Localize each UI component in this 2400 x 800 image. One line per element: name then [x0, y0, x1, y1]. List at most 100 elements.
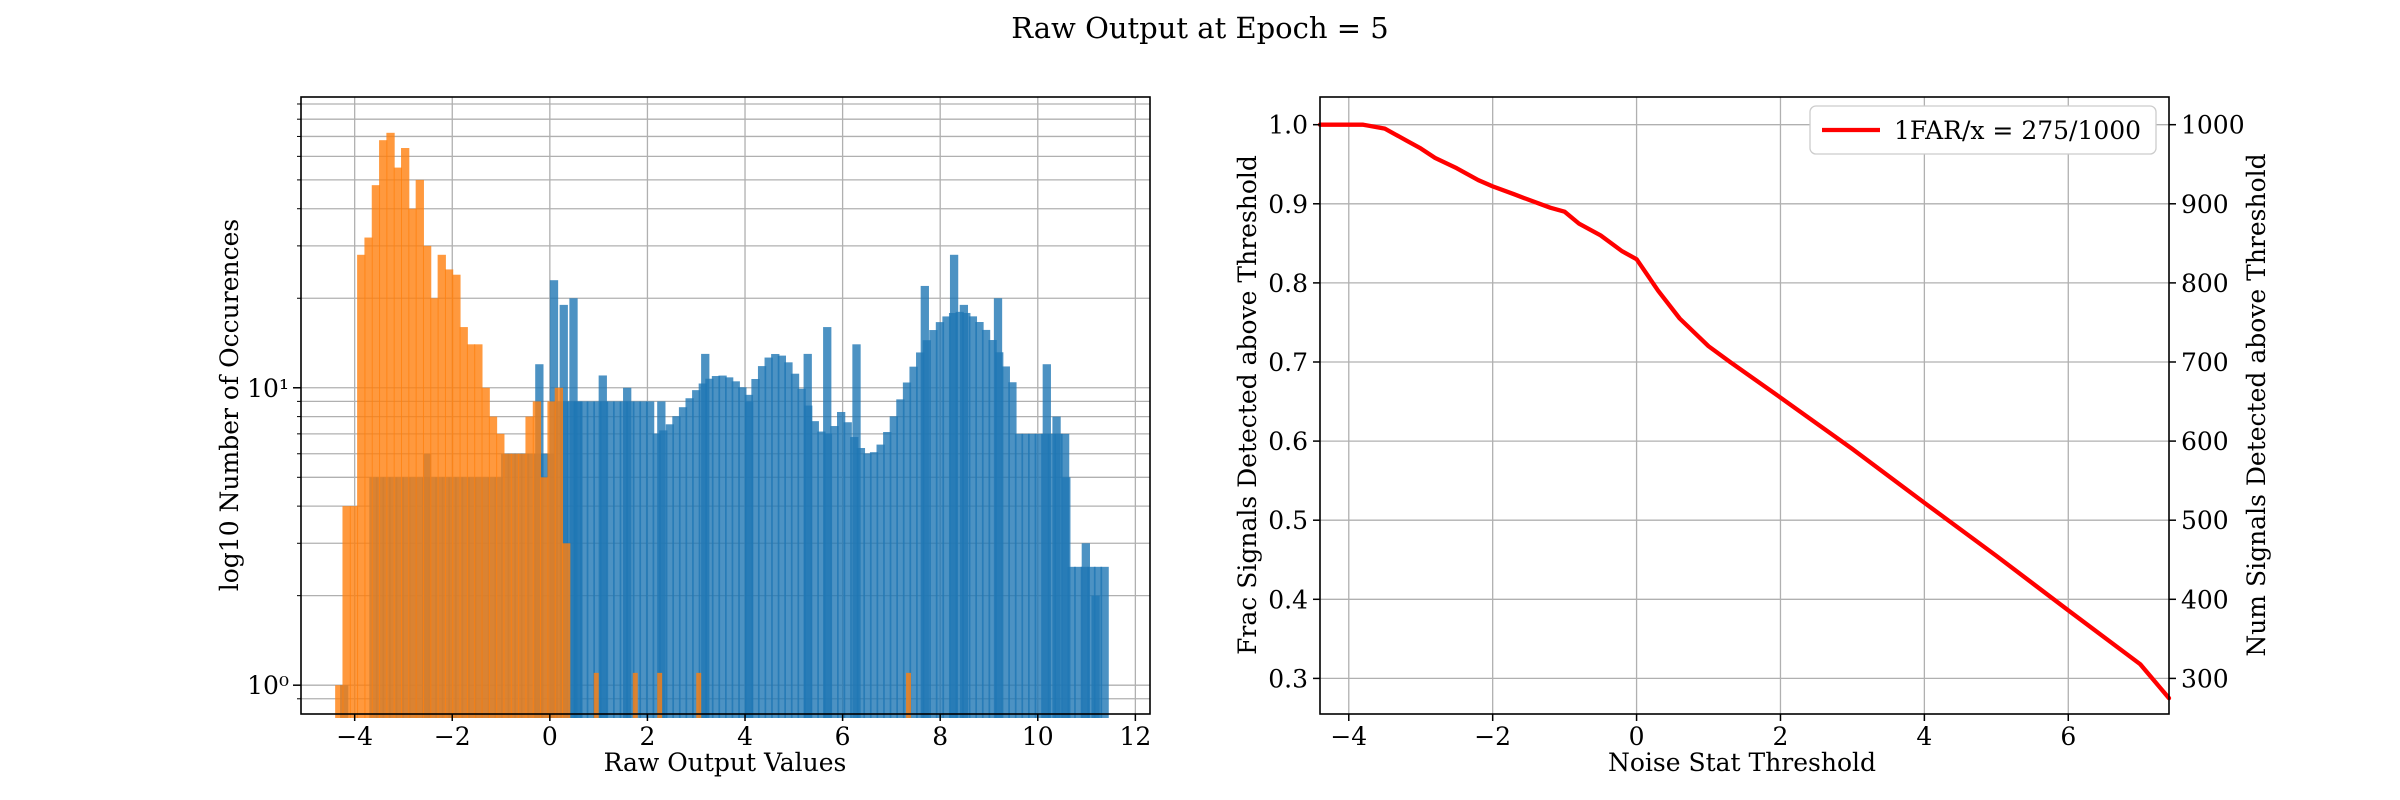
noise-bar [525, 416, 534, 718]
x-tick-label: 12 [1119, 722, 1151, 751]
signal-bar [975, 322, 984, 718]
signal-bar [981, 329, 991, 718]
histogram-frame [300, 96, 1151, 715]
x-tick-label: 2 [1773, 722, 1789, 751]
signal-bar-peak [803, 353, 812, 718]
y-tick-label: 10¹ [247, 374, 289, 403]
signal-bar [1100, 566, 1109, 718]
histogram-bars [335, 132, 1109, 719]
x-tick-label: 6 [835, 722, 851, 751]
signal-bar-peak [598, 375, 607, 718]
signal-bar [817, 431, 826, 718]
signal-bar [836, 411, 846, 718]
line-y-label-left: Frac Signals Detected above Threshold [1233, 155, 1262, 655]
signal-bar [1067, 566, 1076, 718]
legend-box [1809, 105, 2157, 155]
figure-title: Raw Output at Epoch = 5 [1011, 11, 1389, 45]
line-grid [1320, 97, 2169, 714]
y-tick-label-right: 900 [2181, 190, 2229, 219]
signal-bar [1028, 433, 1037, 718]
signal-bar [751, 378, 760, 718]
signal-bar [916, 352, 925, 718]
signal-bar [843, 422, 852, 718]
signal-bar [889, 416, 898, 718]
x-tick-label: −4 [336, 722, 373, 751]
noise-bar [496, 433, 505, 718]
line-frame [1319, 96, 2170, 715]
signal-bar-peak [745, 401, 754, 718]
signal-bar-peak [569, 298, 578, 718]
y-tick-label-right: 1000 [2181, 111, 2245, 140]
signal-bar [1021, 433, 1030, 718]
signal-bar [1008, 382, 1017, 718]
legend-label: 1FAR/x = 275/1000 [1894, 116, 2141, 145]
y-tick-label: 0.7 [1268, 348, 1308, 377]
line-x-label: Noise Stat Threshold [1608, 748, 1876, 777]
signal-bar [1034, 433, 1043, 718]
x-tick-label: 8 [932, 722, 948, 751]
signal-bar [1074, 566, 1083, 718]
noise-bar [562, 543, 571, 718]
y-tick-label: 0.9 [1268, 190, 1308, 219]
noise-bar [532, 401, 542, 718]
x-tick-label: −4 [1330, 722, 1367, 751]
signal-bar [678, 407, 688, 718]
signal-bar [652, 433, 661, 718]
signal-bar [909, 366, 918, 718]
signal-bar [586, 401, 595, 718]
noise-bar [466, 344, 476, 718]
y-tick-label: 0.3 [1268, 664, 1308, 693]
x-tick-label: 10 [1022, 722, 1054, 751]
y-tick-label-right: 700 [2181, 348, 2229, 377]
noise-bar [364, 237, 373, 718]
noise-bar [430, 298, 439, 718]
signal-bar [711, 376, 721, 718]
signal-bar [771, 353, 780, 718]
signal-bar [810, 421, 819, 718]
y-tick-label: 0.4 [1268, 585, 1308, 614]
x-tick-label: −2 [1474, 722, 1511, 751]
signal-bar-peak [993, 298, 1003, 718]
signal-bar [863, 453, 872, 718]
noise-bar [503, 453, 512, 718]
signal-bar [665, 424, 675, 718]
x-tick-label: 2 [639, 722, 655, 751]
noise-bar [422, 245, 432, 718]
histogram-chart: −4 −2 0 2 4 6 8 10 12 10⁰ 10¹ Raw Output Values l… [215, 96, 1151, 777]
signal-bar [692, 390, 701, 718]
signal-bar-peak [701, 353, 710, 718]
y-tick-label: 10⁰ [247, 671, 289, 700]
signal-bar [593, 401, 602, 718]
noise-bar [696, 672, 702, 718]
signal-bar [968, 316, 978, 718]
noise-bar [481, 387, 490, 718]
signal-bar [896, 399, 905, 718]
noise-bar [906, 672, 912, 718]
signal-bar [718, 375, 727, 718]
signal-bar [725, 377, 734, 718]
signal-bar-peak [1091, 595, 1100, 718]
noise-bar [415, 179, 424, 718]
signal-bar [613, 401, 622, 718]
y-tick-label: 1.0 [1268, 111, 1308, 140]
y-tick-label-right: 600 [2181, 427, 2229, 456]
y-tick-label-right: 500 [2181, 506, 2229, 535]
signal-bar-peak [852, 344, 861, 718]
signal-bar [645, 401, 655, 718]
signal-bar-peak [920, 285, 929, 718]
histogram-y-label: log10 Number of Occurences [215, 219, 244, 592]
x-tick-label: 0 [542, 722, 558, 751]
y-tick-label: 0.6 [1268, 427, 1308, 456]
signal-bar [757, 366, 767, 718]
line-x-ticks: −4 −2 0 2 4 6 [1330, 714, 2076, 751]
noise-bar [554, 387, 564, 718]
signal-bar-peak [1062, 477, 1071, 718]
signal-bar [738, 387, 747, 718]
noise-bar [379, 140, 388, 718]
line-y-ticks-left: 0.3 0.4 0.5 0.6 0.7 0.8 0.9 1.0 [1268, 111, 1320, 693]
noise-bar [342, 506, 351, 718]
noise-bar [459, 327, 468, 718]
signal-bar-peak [1081, 543, 1090, 718]
signal-bar [1014, 433, 1024, 718]
